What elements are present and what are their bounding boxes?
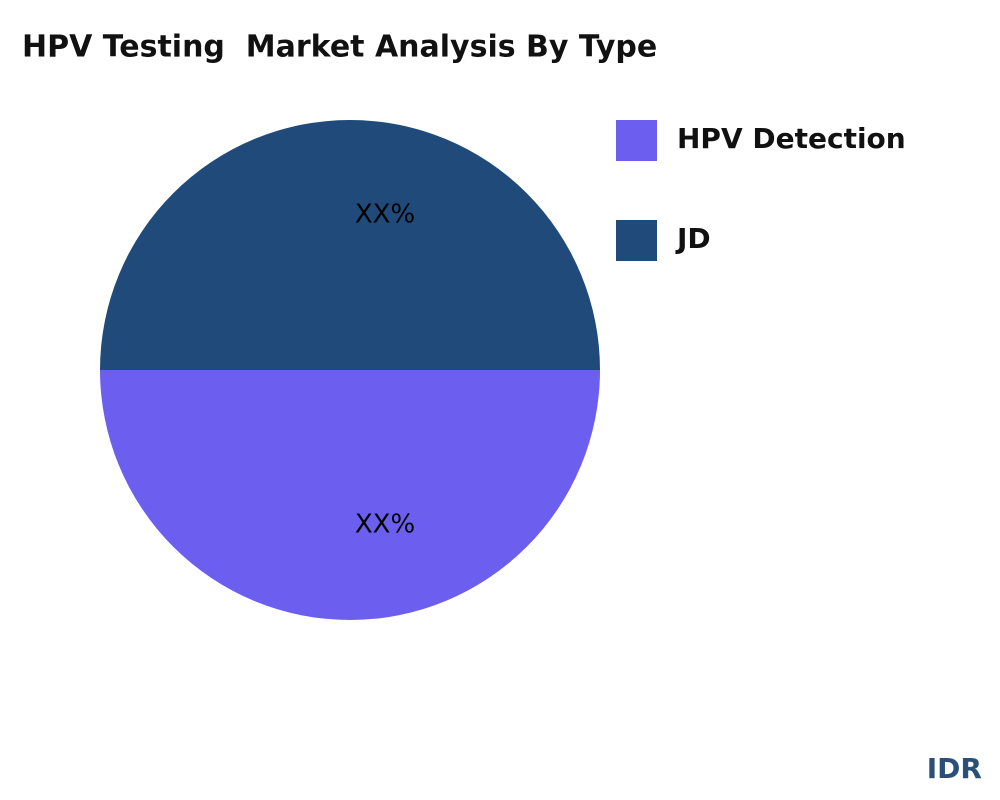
pie-slice: [100, 120, 600, 370]
value-label: XX%: [355, 200, 415, 230]
legend-label: HPV Detection: [677, 122, 906, 155]
chart-title: HPV Testing Market Analysis By Type: [22, 30, 657, 65]
legend-swatch: [616, 120, 657, 161]
watermark: IDR: [927, 752, 982, 785]
pie-slice: [100, 370, 600, 620]
value-label: XX%: [355, 510, 415, 540]
legend-swatch: [616, 220, 657, 261]
legend-label: JD: [675, 222, 711, 255]
